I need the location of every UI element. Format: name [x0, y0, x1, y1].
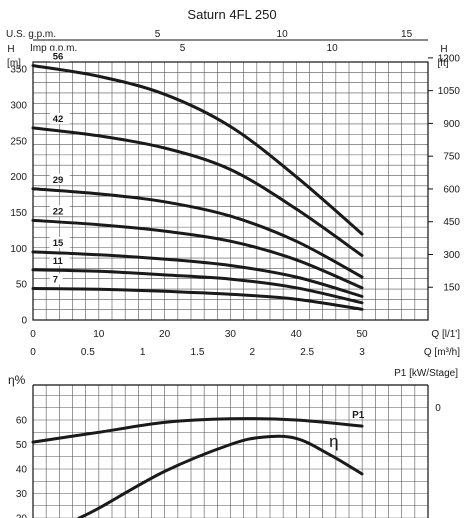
y-right-tick-label: 900 [443, 119, 460, 130]
stage-label-bg [49, 173, 70, 185]
y-axis-unit: [m] [7, 58, 21, 69]
stage-label-bg [49, 273, 63, 285]
x-axis-label: Q [l/1'] [431, 329, 460, 340]
x-tick-label: 50 [356, 329, 368, 340]
main-frame [32, 61, 429, 321]
y-tick-label: 250 [10, 136, 27, 147]
x-tick-label: 0 [30, 329, 36, 340]
stage-label-bg [49, 236, 70, 248]
stage-label-bg [49, 254, 70, 266]
x-tick-label: 40 [291, 329, 303, 340]
stage-label-15: 15 [53, 238, 64, 249]
y-tick-label: 100 [10, 244, 27, 255]
stage-label-11: 11 [53, 256, 64, 267]
efficiency-grid [32, 385, 429, 518]
y-right-tick-label: 600 [443, 184, 460, 195]
head-curves-chart: H[m]H[ft]0501001502002503003501503004506… [7, 39, 461, 358]
x2-tick-label: 1 [140, 347, 146, 358]
head-curve-stages-7 [31, 287, 364, 311]
x2-tick-label: 0.5 [81, 347, 95, 358]
stage-label-56: 56 [53, 52, 64, 63]
eff-y-tick-label: 50 [16, 440, 28, 451]
x2-tick-label: 2 [250, 347, 256, 358]
y-right-axis-label: H [440, 44, 447, 55]
usgpm-tick: 5 [155, 29, 161, 40]
stage-label-bg [49, 205, 70, 217]
impgpm-tick-labels: 5 10 [180, 43, 338, 54]
usgpm-tick: 10 [277, 29, 289, 40]
power-curve-label: P1 [352, 410, 365, 421]
eff-y-tick-label: 60 [16, 416, 28, 427]
chart-title: Saturn 4FL 250 [187, 7, 276, 22]
x2-tick-label: 1.5 [191, 347, 205, 358]
efficiency-chart: η% P1 [kW/Stage] 20 30 40 50 60 0 P1 η [8, 368, 458, 518]
impgpm-tick: 10 [327, 43, 339, 54]
y-tick-label: 0 [21, 316, 27, 327]
x2-tick-label: 2.5 [300, 347, 314, 358]
eff-y-tick-label: 30 [16, 489, 28, 500]
power-y-tick-label: 0 [435, 403, 441, 414]
efficiency-axis-label: η% [8, 373, 26, 387]
head-curve-stages-56 [31, 64, 364, 236]
y-tick-label: 350 [10, 65, 27, 76]
main-grid [32, 61, 429, 321]
y-right-tick-label: 1050 [438, 86, 461, 97]
stage-label-42: 42 [53, 114, 64, 125]
stage-label-29: 29 [53, 175, 64, 186]
eff-y-tick-label: 20 [16, 514, 28, 518]
y-right-axis-unit: [ft] [437, 58, 448, 69]
x-tick-label: 30 [225, 329, 237, 340]
x2-tick-label: 0 [30, 347, 36, 358]
y-tick-label: 300 [10, 101, 27, 112]
usgpm-tick: 15 [401, 29, 413, 40]
x-tick-label: 20 [159, 329, 171, 340]
stage-label-bg [49, 50, 70, 62]
power-axis-label: P1 [kW/Stage] [394, 368, 458, 379]
impgpm-tick: 5 [180, 43, 186, 54]
y-right-tick-label: 150 [443, 283, 460, 294]
y-tick-label: 50 [16, 280, 28, 291]
x2-tick-label: 3 [359, 347, 365, 358]
power-curve [31, 417, 364, 444]
impgpm-label: Imp g.p.m. [30, 43, 77, 54]
head-curve-stages-11 [31, 268, 364, 305]
y-right-tick-label: 750 [443, 152, 460, 163]
usgpm-label: U.S. g.p.m. [6, 29, 56, 40]
stage-label-bg [49, 112, 70, 124]
head-curve-stages-22 [31, 218, 364, 290]
y-right-tick-label: 450 [443, 217, 460, 228]
head-curve-stages-15 [31, 250, 364, 298]
y-right-tick-label: 300 [443, 250, 460, 261]
head-curve-stages-42 [31, 126, 364, 257]
efficiency-curve [77, 434, 364, 518]
x-tick-label: 10 [93, 329, 105, 340]
head-curve-stages-29 [31, 187, 364, 279]
stage-label-22: 22 [53, 206, 64, 217]
usgpm-tick-labels: 5 10 15 [155, 29, 413, 40]
stage-label-7: 7 [53, 274, 58, 285]
x2-axis-label: Q [m³/h] [424, 347, 460, 358]
y-tick-label: 200 [10, 172, 27, 183]
y-tick-label: 150 [10, 208, 27, 219]
y-axis-label: H [7, 44, 14, 55]
eff-y-tick-label: 40 [16, 465, 28, 476]
y-right-tick-label: 1200 [438, 53, 461, 64]
efficiency-curve-label: η [329, 432, 338, 451]
